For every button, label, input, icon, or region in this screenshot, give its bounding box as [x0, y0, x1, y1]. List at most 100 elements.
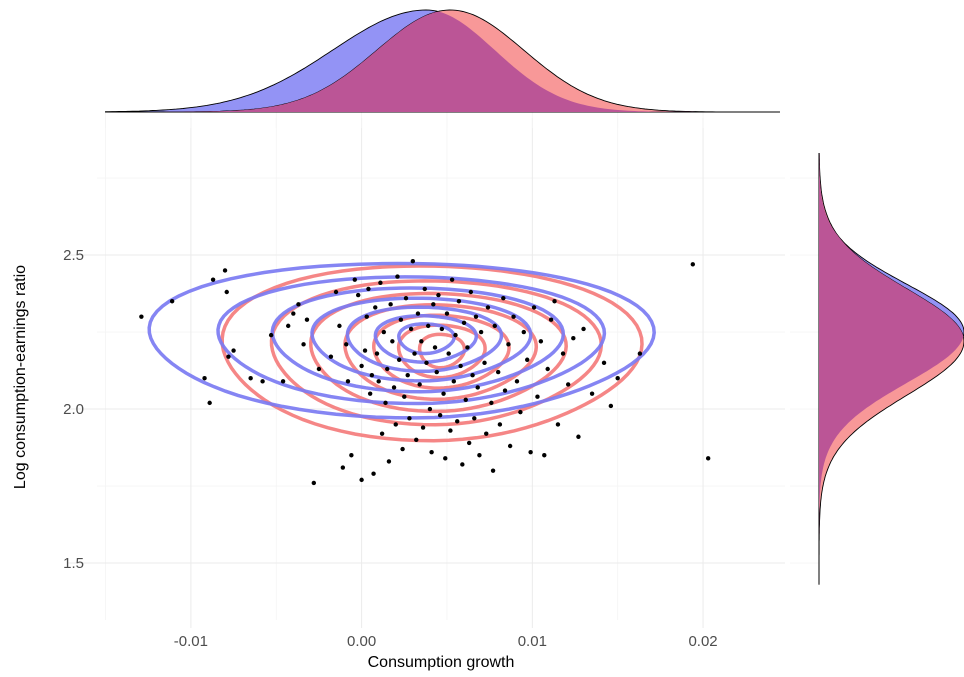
data-point — [304, 317, 310, 322]
data-point — [231, 348, 236, 353]
y-axis-title: Log consumption-earnings ratio — [12, 265, 29, 489]
blue-contour-2 — [216, 275, 607, 406]
red-contour-3 — [309, 291, 568, 414]
data-point — [538, 339, 544, 344]
data-point — [340, 465, 346, 470]
data-point — [470, 372, 475, 378]
data-point — [388, 302, 393, 307]
data-point — [492, 323, 497, 329]
data-point — [410, 259, 416, 264]
x-axis-ticks: -0.01 0.00 0.01 0.02 — [174, 633, 718, 650]
red-contour-1 — [220, 264, 644, 443]
data-point — [280, 379, 286, 384]
data-point — [345, 379, 351, 384]
data-point — [268, 332, 274, 338]
data-point — [497, 422, 503, 427]
red-contour-2 — [269, 279, 604, 427]
y-tick-label: 2.0 — [63, 401, 84, 418]
data-point — [412, 351, 417, 356]
data-point — [398, 317, 404, 322]
data-point — [407, 416, 412, 421]
data-point — [552, 299, 557, 304]
data-point — [400, 446, 405, 452]
data-point — [207, 400, 212, 406]
data-point — [226, 354, 231, 359]
data-point — [420, 425, 426, 430]
data-point — [545, 366, 550, 372]
data-point — [542, 453, 547, 458]
data-point — [521, 329, 526, 335]
data-point — [373, 305, 378, 310]
data-point — [482, 360, 487, 366]
data-point — [608, 403, 614, 409]
data-point — [429, 449, 434, 455]
data-point — [443, 456, 448, 461]
x-tick-label: 0.00 — [347, 633, 376, 650]
data-point — [535, 394, 540, 399]
data-point — [328, 354, 334, 359]
data-point — [436, 292, 441, 298]
data-point — [463, 397, 468, 402]
x-axis-title: Consumption growth — [368, 654, 515, 671]
data-point — [417, 382, 422, 387]
data-point — [352, 277, 357, 282]
red-contour-5 — [372, 313, 511, 390]
data-point — [472, 416, 477, 421]
data-point — [576, 434, 581, 439]
data-point — [514, 379, 520, 384]
data-point — [379, 431, 385, 436]
data-point — [478, 329, 484, 335]
data-point — [458, 363, 463, 369]
data-point — [565, 382, 571, 387]
data-point — [690, 262, 696, 267]
blue-contour-4 — [310, 296, 533, 383]
data-point — [169, 299, 175, 304]
data-point — [531, 305, 537, 310]
right-density-overlap — [819, 153, 964, 585]
data-point — [393, 422, 398, 427]
data-point — [495, 369, 501, 375]
data-point — [489, 400, 494, 406]
data-point — [402, 394, 407, 399]
data-point — [548, 317, 554, 322]
data-point — [449, 277, 455, 282]
data-point — [422, 286, 427, 292]
data-point — [391, 385, 397, 390]
data-point — [490, 468, 496, 473]
data-point — [705, 456, 711, 461]
plot-grid — [67, 112, 819, 628]
blue-contour-1 — [147, 261, 656, 420]
data-point — [615, 376, 620, 381]
data-point — [405, 372, 410, 378]
data-point — [431, 302, 436, 307]
data-point — [333, 289, 339, 295]
data-point — [601, 360, 607, 366]
data-point — [222, 268, 228, 273]
data-point — [359, 477, 364, 483]
data-point — [473, 314, 479, 319]
data-point — [466, 440, 472, 446]
data-point — [337, 323, 342, 329]
data-point — [571, 336, 576, 341]
scatter-points — [139, 259, 711, 486]
red-contour-6 — [396, 323, 487, 380]
data-point — [501, 295, 506, 301]
data-point — [369, 372, 375, 378]
data-point — [453, 332, 458, 338]
data-point — [390, 339, 395, 344]
data-point — [385, 366, 390, 372]
data-point — [202, 376, 207, 381]
red-contour-4 — [343, 303, 539, 402]
data-point — [451, 379, 457, 384]
data-point — [446, 351, 451, 356]
data-point — [434, 369, 439, 375]
data-point — [441, 391, 446, 396]
data-point — [414, 437, 419, 443]
data-point — [424, 360, 429, 366]
data-point — [367, 391, 373, 396]
data-point — [461, 320, 467, 325]
x-tick-label: 0.02 — [688, 633, 717, 650]
top-marginal-density — [105, 9, 780, 113]
y-tick-label: 1.5 — [63, 555, 84, 572]
